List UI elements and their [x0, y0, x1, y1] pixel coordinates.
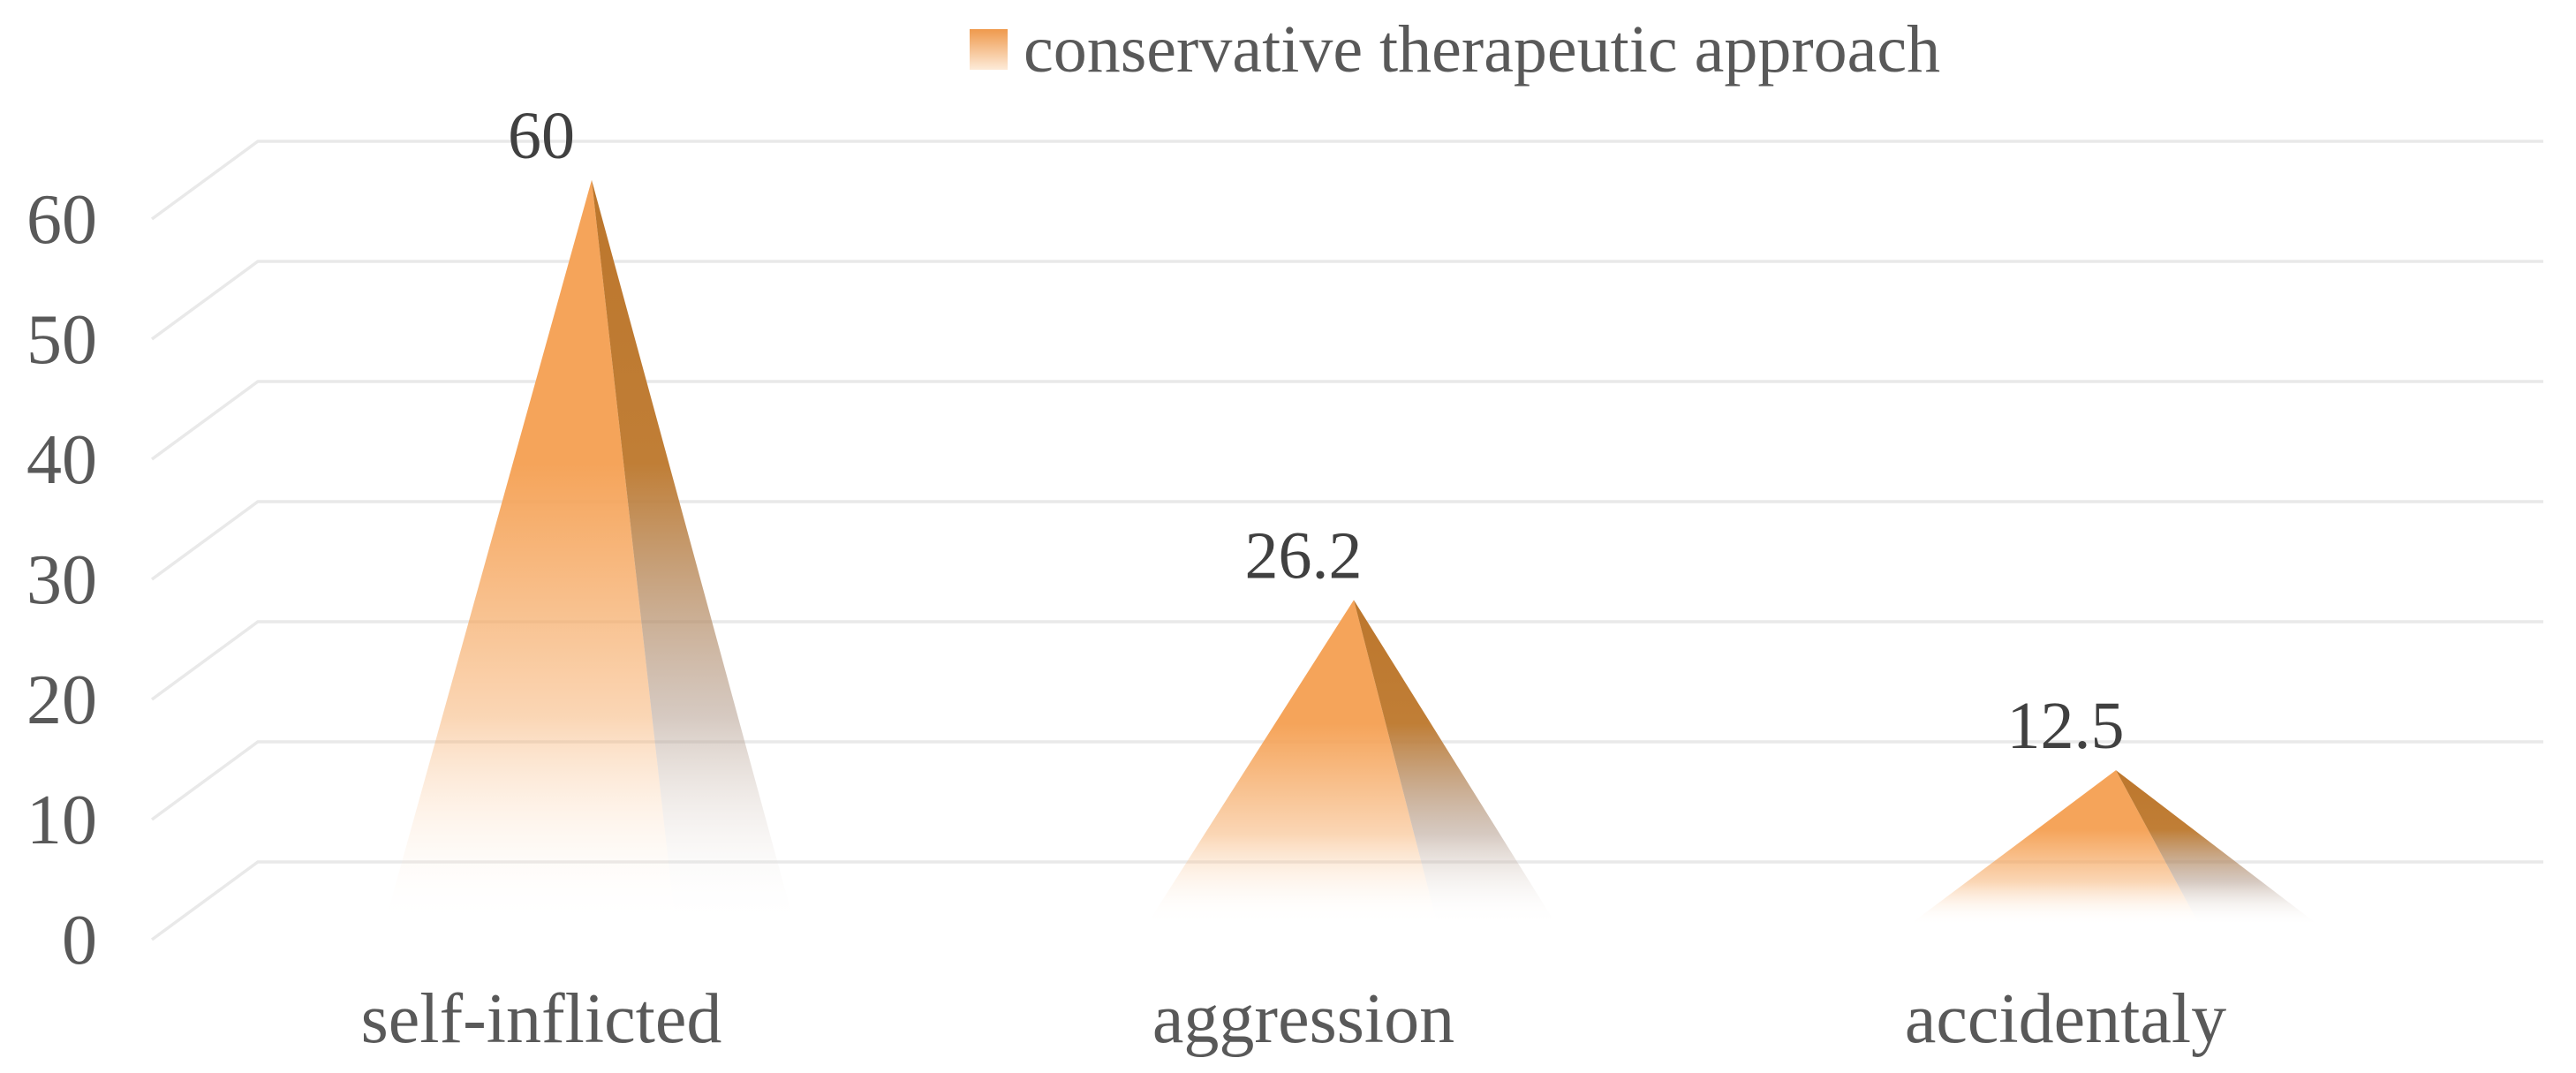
category-label: aggression	[1152, 980, 1454, 1058]
gridline-20	[150, 620, 2543, 701]
gridlines	[150, 140, 2543, 941]
pyramid-series	[384, 179, 2319, 926]
pyramid-accidentaly	[1908, 770, 2319, 926]
gridline-30	[150, 500, 2543, 581]
value-label: 12.5	[2007, 689, 2125, 763]
y-tick-label-10: 10	[26, 782, 97, 859]
gridline-0	[150, 860, 2543, 941]
y-tick-label-60: 60	[26, 181, 97, 259]
gridline-10	[150, 740, 2543, 821]
pyramid-side-face	[1354, 600, 1557, 926]
y-tick-label-40: 40	[26, 421, 97, 499]
category-label: self-inflicted	[361, 980, 722, 1058]
pyramid-front-face	[384, 179, 676, 926]
pyramid-front-face	[1146, 600, 1438, 926]
gridline-40	[150, 380, 2543, 461]
y-tick-label-20: 20	[26, 661, 97, 739]
y-tick-label-30: 30	[26, 541, 97, 619]
value-label: 26.2	[1245, 518, 1363, 593]
category-label: accidentaly	[1905, 980, 2226, 1058]
pyramid-aggression	[1146, 600, 1557, 926]
y-axis-labels: 60 50 40 30 20 10 0	[26, 181, 97, 979]
y-tick-label-50: 50	[26, 301, 97, 379]
pyramid-side-face	[2116, 770, 2319, 926]
x-axis-labels: self-inflicted aggression accidentaly	[361, 980, 2226, 1058]
gridline-60	[150, 140, 2543, 221]
value-label: 60	[508, 99, 575, 173]
data-labels: 60 26.2 12.5	[508, 99, 2125, 763]
gridline-50	[150, 260, 2543, 341]
pyramid-self-inflicted	[384, 179, 795, 926]
pyramid-side-face	[592, 179, 795, 926]
y-tick-label-0: 0	[62, 902, 97, 979]
pyramid-front-face	[1908, 770, 2200, 926]
